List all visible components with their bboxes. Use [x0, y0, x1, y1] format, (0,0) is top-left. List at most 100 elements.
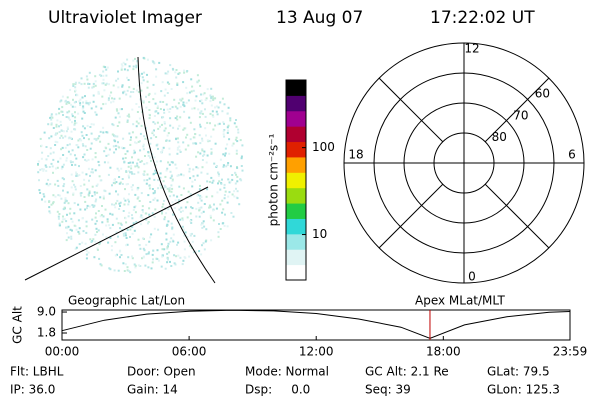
pixel: [172, 240, 175, 243]
pixel: [140, 160, 143, 163]
pixel: [87, 86, 90, 89]
pixel: [79, 102, 82, 104]
pixel: [156, 107, 159, 109]
pixel: [88, 71, 91, 74]
pixel: [235, 119, 237, 121]
pixel: [149, 142, 152, 145]
pixel: [212, 219, 215, 222]
pixel: [192, 136, 195, 139]
pixel: [157, 147, 159, 150]
pixel: [148, 92, 151, 95]
ring-label: 60: [535, 87, 550, 101]
pixel: [122, 232, 125, 235]
pixel: [148, 184, 151, 187]
pixel: [90, 123, 93, 126]
pixel: [118, 146, 121, 149]
pixel: [200, 223, 203, 226]
pixel: [91, 158, 94, 161]
pixel: [186, 236, 189, 238]
pixel: [118, 208, 121, 210]
pixel: [120, 68, 123, 71]
pixel: [122, 61, 125, 64]
pixel: [181, 225, 184, 228]
pixel: [137, 122, 140, 125]
pixel: [140, 223, 143, 226]
pixel: [73, 212, 76, 215]
pixel: [134, 57, 136, 60]
pixel: [83, 153, 86, 156]
pixel: [161, 248, 164, 251]
pixel: [143, 135, 145, 138]
pixel: [126, 76, 128, 79]
pixel: [94, 80, 97, 83]
pixel: [80, 83, 83, 86]
pixel: [147, 151, 150, 153]
pixel: [124, 199, 127, 202]
pixel: [199, 111, 202, 114]
pixel: [97, 137, 100, 140]
colorbar-swatch: [286, 233, 306, 250]
pixel: [215, 165, 218, 167]
pixel: [66, 191, 69, 194]
pixel: [164, 72, 167, 75]
pixel: [211, 181, 214, 184]
pixel: [124, 157, 127, 159]
colorbar-swatch: [286, 264, 306, 281]
pixel: [198, 250, 201, 253]
pixel: [60, 124, 62, 127]
pixel: [210, 152, 213, 155]
pixel: [51, 165, 54, 168]
pixel: [199, 125, 202, 128]
pixel: [226, 163, 229, 166]
pixel: [180, 99, 183, 102]
pixel: [48, 200, 50, 203]
pixel: [94, 216, 97, 219]
pixel: [62, 215, 64, 218]
pixel: [160, 151, 162, 154]
pixel: [224, 190, 227, 193]
pixel: [221, 211, 224, 214]
pixel: [163, 129, 166, 132]
pixel: [79, 194, 82, 197]
pixel: [98, 175, 101, 178]
pixel: [201, 139, 204, 142]
pixel: [125, 183, 128, 186]
pixel: [105, 68, 108, 71]
pixel: [104, 83, 107, 86]
pixel: [169, 240, 172, 243]
pixel: [111, 123, 114, 126]
pixel: [89, 238, 92, 241]
pixel: [192, 89, 195, 92]
pixel: [142, 148, 145, 151]
pixel: [142, 143, 145, 146]
pixel: [99, 215, 102, 218]
pixel: [139, 75, 141, 77]
pixel: [143, 174, 146, 176]
pixel: [72, 83, 75, 86]
pixel: [206, 139, 209, 142]
pixel: [169, 177, 172, 180]
pixel: [72, 85, 75, 87]
pixel: [56, 210, 59, 213]
pixel: [99, 241, 102, 244]
pixel: [179, 218, 182, 221]
pixel: [135, 120, 138, 123]
pixel: [132, 209, 135, 211]
pixel: [133, 263, 136, 266]
pixel: [117, 86, 120, 89]
pixel: [199, 184, 201, 187]
pixel: [71, 229, 73, 232]
pixel: [54, 195, 57, 198]
pixel: [155, 68, 158, 71]
pixel: [241, 144, 244, 147]
pixel: [224, 152, 227, 155]
pixel: [217, 235, 220, 238]
pixel: [121, 178, 124, 180]
pixel: [70, 235, 73, 238]
pixel: [90, 171, 93, 174]
pixel: [43, 131, 46, 134]
time: 17:22:02 UT: [430, 8, 535, 28]
pixel: [240, 155, 243, 158]
pixel: [139, 140, 141, 143]
colorbar-swatch: [286, 110, 306, 127]
